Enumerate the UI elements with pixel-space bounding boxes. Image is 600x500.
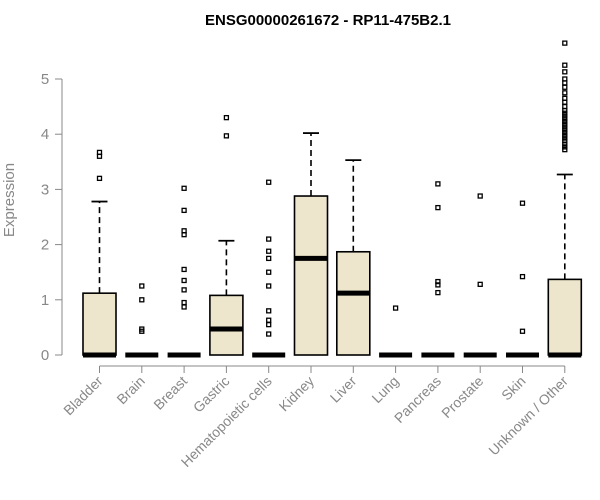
outlier-point (266, 308, 272, 314)
iqr-box (293, 195, 329, 356)
chart-title: ENSG00000261672 - RP11-475B2.1 (205, 12, 451, 29)
box-brain (125, 283, 159, 358)
outlier-point (562, 90, 568, 96)
outlier-point (519, 200, 526, 206)
iqr-box (335, 250, 371, 356)
outlier-point (266, 283, 272, 289)
box-gastric (209, 114, 244, 356)
outlier-point (266, 248, 272, 254)
x-tick-label: Bladder (60, 373, 106, 419)
outlier-point (181, 277, 187, 284)
outlier-point (477, 281, 483, 287)
x-tick-label: Kidney (276, 373, 318, 415)
outlier-point (562, 144, 568, 150)
outlier-point (96, 175, 103, 182)
outlier-point (181, 228, 187, 234)
y-tick-label: 3 (41, 181, 49, 198)
outlier-point (562, 141, 568, 147)
outlier-point (139, 283, 145, 289)
x-tick-label: Liver (327, 373, 360, 406)
outlier-point (181, 287, 187, 293)
outlier-point (562, 127, 568, 133)
outlier-point (562, 95, 568, 101)
outlier-point (435, 181, 441, 187)
outlier-point (266, 255, 272, 262)
x-tick-label: Pancreas (391, 373, 444, 426)
outlier-point (562, 118, 568, 125)
outlier-point (562, 129, 568, 136)
outlier-point (435, 282, 441, 288)
outlier-point (96, 149, 103, 156)
outlier-point (223, 133, 230, 139)
box-prostate (463, 193, 497, 358)
y-tick-label: 5 (41, 71, 49, 88)
y-tick-label: 1 (41, 292, 49, 309)
outlier-point (435, 204, 441, 211)
y-axis: 0 1 2 3 4 5 (41, 71, 63, 364)
outlier-point (562, 124, 568, 130)
outlier-point (139, 326, 145, 332)
outlier-point (266, 269, 272, 275)
outlier-point (562, 69, 568, 75)
outlier-point (562, 84, 568, 90)
y-tick-label: 4 (41, 126, 49, 143)
box-bladder (82, 149, 117, 358)
outlier-point (266, 321, 272, 328)
outlier-point (562, 116, 568, 122)
outlier-point (562, 113, 568, 119)
outlier-point (223, 114, 230, 121)
outlier-point (562, 110, 568, 116)
outlier-point (562, 147, 568, 153)
x-tick-label: Prostate (438, 373, 486, 421)
outlier-point (562, 40, 568, 46)
outlier-point (562, 132, 568, 138)
box-kidney (293, 132, 329, 356)
box-breast (167, 185, 201, 358)
outlier-point (477, 193, 483, 199)
iqr-box (209, 294, 244, 356)
x-tick-label: Unknown / Other (485, 373, 571, 459)
outlier-point (181, 185, 187, 191)
x-tick-label: Breast (150, 373, 190, 413)
outlier-point (562, 76, 568, 82)
outlier-point (266, 236, 272, 242)
outlier-point (181, 207, 187, 214)
box-liver (335, 159, 371, 356)
y-tick-label: 2 (41, 237, 49, 254)
outlier-point (266, 317, 272, 323)
box-unknown-other (547, 40, 583, 358)
outlier-point (181, 304, 187, 310)
x-tick-label: Brain (113, 373, 147, 407)
box-pancreas (421, 181, 455, 358)
outlier-point (562, 103, 568, 110)
x-tick-label: Lung (368, 373, 401, 406)
outlier-point (139, 297, 145, 303)
outlier-point (519, 273, 526, 280)
y-axis-label: Expression (1, 163, 18, 237)
outlier-point (562, 62, 568, 68)
iqr-box (547, 278, 583, 356)
x-tick-label: Skin (498, 373, 529, 404)
outlier-point (266, 179, 272, 185)
box-lung (379, 305, 413, 358)
outlier-point (266, 331, 272, 337)
outlier-point (562, 135, 568, 141)
outlier-point (181, 299, 187, 306)
box-hematopoietic-cells (252, 179, 286, 358)
outlier-point (435, 278, 441, 285)
outlier-point (562, 121, 568, 127)
iqr-box (82, 292, 117, 356)
outlier-point (519, 328, 526, 334)
outlier-point (392, 305, 399, 311)
outlier-point (435, 289, 441, 296)
outlier-point (181, 266, 187, 273)
plot-area (82, 40, 583, 358)
box-skin (506, 200, 539, 358)
y-tick-label: 0 (41, 347, 49, 364)
outlier-point (562, 138, 568, 144)
